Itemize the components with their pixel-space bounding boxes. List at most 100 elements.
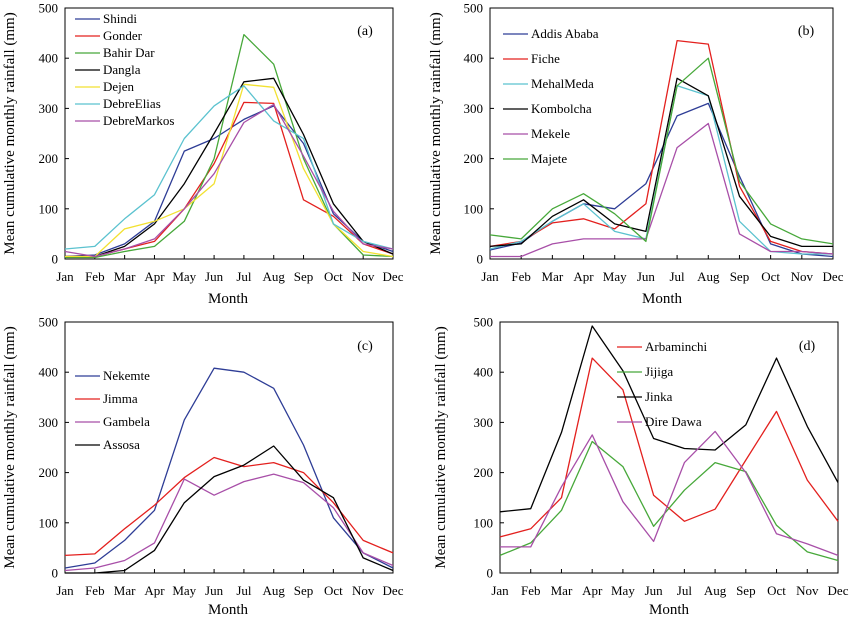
series-line — [65, 77, 394, 258]
series-line — [499, 357, 839, 538]
y-tick-label: 400 — [39, 51, 59, 66]
x-axis-title: Month — [208, 602, 249, 618]
series-arbaminchi — [499, 357, 839, 538]
x-axis-title: Month — [208, 291, 249, 307]
panel-label: (a) — [357, 24, 373, 39]
x-tick-label: Oct — [761, 269, 780, 284]
chart-panel-2: 0 100 200 300 400 500 Jan Feb Mar Apr May Jun Jul Aug… — [428, 1, 844, 308]
y-tick-label: 400 — [39, 365, 59, 380]
series-jimma — [64, 456, 394, 557]
x-tick-label: Sep — [736, 583, 756, 598]
x-tick-label: Aug — [697, 269, 720, 284]
y-tick-label: 0 — [487, 566, 494, 581]
x-tick-label: Feb — [511, 269, 531, 284]
x-tick-label: Sep — [294, 583, 314, 598]
plot-frame — [64, 7, 394, 260]
y-tick-label: 500 — [39, 1, 59, 16]
series-line — [64, 473, 394, 572]
legend-label: Majete — [531, 151, 567, 166]
series-line — [64, 105, 394, 258]
x-tick-label: Apr — [582, 583, 603, 598]
x-tick-label: Jan — [481, 269, 499, 284]
x-tick-label: Mar — [114, 269, 136, 284]
y-axis-title: Mean cumulative monthly rainfall (mm) — [2, 12, 18, 254]
legend-label: Bahir Dar — [103, 45, 155, 60]
x-tick-label: Jul — [677, 583, 693, 598]
x-tick-label: Jun — [205, 583, 224, 598]
x-tick-label: Jan — [56, 269, 74, 284]
x-tick-label: Apr — [144, 583, 165, 598]
x-tick-label: Mar — [542, 269, 564, 284]
series-line — [64, 456, 394, 557]
y-axis-title: Mean cumulative monthly rainfall (mm) — [433, 326, 449, 568]
series-line — [64, 367, 394, 569]
legend: Addis Ababa Fiche MehalMeda Kombolcha Mekele… — [503, 26, 599, 166]
x-tick-label: Sep — [730, 269, 750, 284]
legend-label: Assosa — [103, 437, 140, 452]
x-tick-label: Jan — [56, 583, 74, 598]
series-majete — [489, 57, 834, 245]
series-line — [65, 83, 394, 258]
series-line — [499, 325, 839, 513]
series-fiche — [489, 39, 834, 255]
y-tick-label: 200 — [39, 151, 59, 166]
series-line — [490, 122, 834, 258]
series-nekemte — [64, 367, 394, 569]
y-tick-label: 100 — [39, 515, 59, 530]
x-tick-label: Feb — [85, 269, 105, 284]
x-tick-label: May — [172, 583, 196, 598]
legend-label: Kombolcha — [531, 101, 592, 116]
x-tick-label: Feb — [85, 583, 105, 598]
series-debreelias — [64, 85, 394, 250]
y-tick-label: 400 — [464, 51, 484, 66]
x-tick-label: Jan — [491, 583, 509, 598]
x-axis-title: Month — [642, 291, 683, 307]
y-tick-label: 300 — [39, 101, 59, 116]
y-tick-label: 500 — [464, 1, 484, 16]
series-line — [64, 85, 394, 250]
x-tick-label: Jul — [236, 269, 252, 284]
legend-label: Jimma — [103, 391, 138, 406]
y-tick-label: 200 — [464, 151, 484, 166]
series-line — [65, 445, 394, 574]
y-tick-label: 300 — [464, 101, 484, 116]
x-tick-label: Jul — [236, 583, 252, 598]
series-gambela — [64, 473, 394, 572]
y-tick-label: 300 — [39, 415, 59, 430]
x-tick-label: Nov — [352, 269, 375, 284]
y-tick-label: 100 — [464, 201, 484, 216]
plot-frame — [64, 321, 394, 574]
x-tick-label: Nov — [791, 269, 814, 284]
legend-label: DebreMarkos — [103, 113, 174, 128]
legend: Nekemte Jimma Gambela Assosa — [75, 368, 150, 452]
x-tick-label: Nov — [796, 583, 819, 598]
series-debremarkos — [64, 103, 394, 258]
series-line — [489, 39, 834, 255]
panel-label: (d) — [799, 339, 816, 354]
legend-label: Jinka — [645, 389, 673, 404]
legend: Shindi Gonder Bahir Dar Dangla Dejen DebreEli… — [75, 11, 174, 128]
x-tick-label: Jun — [205, 269, 224, 284]
y-tick-label: 200 — [474, 465, 494, 480]
x-tick-label: May — [611, 583, 635, 598]
chart-panel-4: 0 100 200 300 400 500 Jan Feb Mar Apr May Jun Jul Aug… — [433, 315, 849, 619]
y-tick-label: 0 — [52, 252, 59, 267]
series-assosa — [64, 445, 394, 574]
legend-label: Dire Dawa — [645, 414, 702, 429]
x-tick-label: May — [172, 269, 196, 284]
y-tick-label: 200 — [39, 465, 59, 480]
chart-panel-3: 0 100 200 300 400 500 Jan Feb Mar Apr May Jun Jul Aug… — [2, 315, 404, 619]
y-tick-label: 0 — [52, 566, 59, 581]
legend-label: DebreElias — [103, 96, 161, 111]
legend-label: Mekele — [531, 126, 570, 141]
x-tick-label: Oct — [324, 583, 343, 598]
series-line — [64, 103, 394, 258]
x-tick-label: Feb — [521, 583, 541, 598]
legend-label: Arbaminchi — [645, 339, 707, 354]
y-tick-label: 100 — [39, 201, 59, 216]
legend-label: Gambela — [103, 414, 150, 429]
series-line — [489, 77, 833, 248]
legend-label: Fiche — [531, 51, 560, 66]
series-line — [499, 440, 839, 562]
